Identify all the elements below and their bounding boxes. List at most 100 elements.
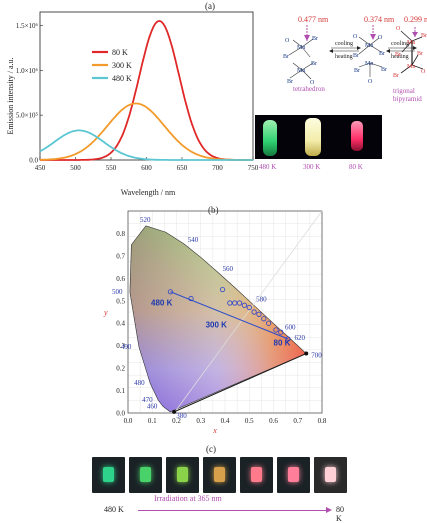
svg-text:Br: Br [312,36,318,42]
spectrum-x-label: Wavelength / nm [121,188,176,197]
trajectory-line [170,291,289,340]
irradiation-end-label: 80 K [336,505,344,523]
cie-x-tick-label: 0.6 [269,417,278,425]
svg-text:O: O [368,79,373,85]
svg-text:Mn: Mn [365,61,373,67]
cooling-heating-arrow-2: cooling heating [386,41,417,60]
vial-red [351,121,363,151]
cie-y-tick-label: 0.7 [116,252,125,260]
cie-x-tick-label: 0.2 [172,417,181,425]
svg-text:O: O [421,69,426,75]
svg-text:Mn: Mn [365,43,373,49]
svg-text:Br: Br [421,33,427,39]
svg-text:heating: heating [335,54,353,60]
wavelength-label-460: 460 [147,402,158,410]
cie-frame [127,210,323,414]
molecule-tetrahedron: Mn Mn O Br Br Br Br O [283,25,318,86]
x-tick-label: 700 [212,164,223,172]
molecule-trigonal-bipyramid: Mn Mn O Br Br Br Br O [393,26,427,79]
data-point [273,327,279,333]
svg-text:Mn: Mn [407,40,415,46]
cie-axes: 0.0 0.1 0.2 0.3 0.4 0.5 0.6 0.7 0.8 0.0 0.1 0.2 0.3 0… [116,210,327,425]
panel-label-c: (c) [206,444,216,454]
svg-text:Mn: Mn [297,68,305,74]
irradiation-text: Irradiation at 365 nm [154,494,222,503]
point-label: 80 K [274,339,291,348]
vial-photo [255,115,382,159]
series-line-80K [40,20,253,161]
sample-glow [177,467,188,482]
cie-data-points [167,286,291,342]
molecule-intermediate: Mn Mn O O Br Br Br Br O [353,25,387,85]
legend-label: 300 K [112,61,132,70]
irradiation-arrow-head [326,507,332,513]
locus-end-380 [172,409,177,414]
irradiation-photo-1 [92,457,125,493]
cie-locus-outline [129,225,307,413]
sample-glow [214,467,225,482]
trigonal-label-2: bipyramid [393,95,422,103]
vial-label-80: 80 K [349,163,363,171]
cie-x-tick-label: 0.5 [245,417,254,425]
irradiation-photo-2 [129,457,162,493]
sample-glow [288,467,299,482]
svg-text:Br: Br [395,52,401,58]
irradiation-arrow: 480 K 80 K [104,505,344,523]
irradiation-photo-4 [203,457,236,493]
cie-y-label: y [103,308,108,317]
cie-x-tick-label: 0.3 [196,417,205,425]
wavelength-label-380: 380 [176,412,187,420]
y-tick-label: 0.0 [29,157,38,165]
trigonal-label-1: trigonal [393,87,415,95]
svg-text:Br: Br [393,73,399,79]
vial-green [263,120,277,156]
irradiation-photo-3 [166,457,199,493]
svg-text:Br: Br [353,53,359,59]
irradiation-photo-6 [277,457,310,493]
vial-label-300: 300 K [303,163,321,171]
data-point [241,302,247,308]
cie-x-tick-label: 0.7 [293,417,302,425]
distance-label-3: 0.299 nm [404,15,427,24]
locus-end-700 [304,351,309,356]
svg-text:O: O [378,35,383,41]
data-point [246,304,252,311]
tetrahedron-label: tetrahedron [293,85,325,93]
spectrum-axes: 450 500 550 600 650 700 750 0.0 5.0×10⁵ 1.0×10⁶ 1.… [16,11,259,172]
purple-line [173,353,307,413]
cie-y-tick-label: 0.6 [116,275,125,283]
irradiation-photo-strip [92,457,352,493]
wavelength-label-470: 470 [142,396,153,404]
spectrum-frame [39,11,254,161]
svg-text:Br: Br [354,68,360,74]
cie-y-tick-label: 0.4 [116,320,125,328]
spectrum-y-label: Emission intensity / a.u. [6,57,15,134]
sample-glow [140,467,151,482]
x-tick-label: 750 [248,164,259,172]
svg-text:Br: Br [379,51,385,57]
cie-y-tick-label: 0.0 [116,410,125,418]
svg-text:heating: heating [391,54,409,60]
cie-x-tick-label: 0.4 [221,417,230,425]
wavelength-label-580: 580 [256,296,267,304]
point-label: 300 K [206,321,228,330]
data-point [285,336,291,342]
irradiation-photo-7 [314,457,347,493]
svg-text:Mn: Mn [407,64,415,70]
cie-point-labels: 480 K 300 K 80 K [151,298,309,414]
svg-text:Br: Br [311,61,317,67]
cie-y-tick-label: 0.1 [116,387,125,395]
svg-text:Br: Br [381,67,387,73]
wavelength-label-560: 560 [222,265,233,273]
x-tick-label: 500 [70,164,81,172]
data-point [232,300,238,306]
irradiation-arrow-line [138,510,330,511]
data-point [278,329,284,335]
cie-x-tick-label: 0.0 [124,417,133,425]
svg-text:Br: Br [287,79,293,85]
svg-text:cooling: cooling [335,41,353,47]
wavelength-label-490: 490 [121,343,132,351]
data-point [251,309,257,315]
reference-line [173,210,323,414]
data-point [256,311,262,317]
